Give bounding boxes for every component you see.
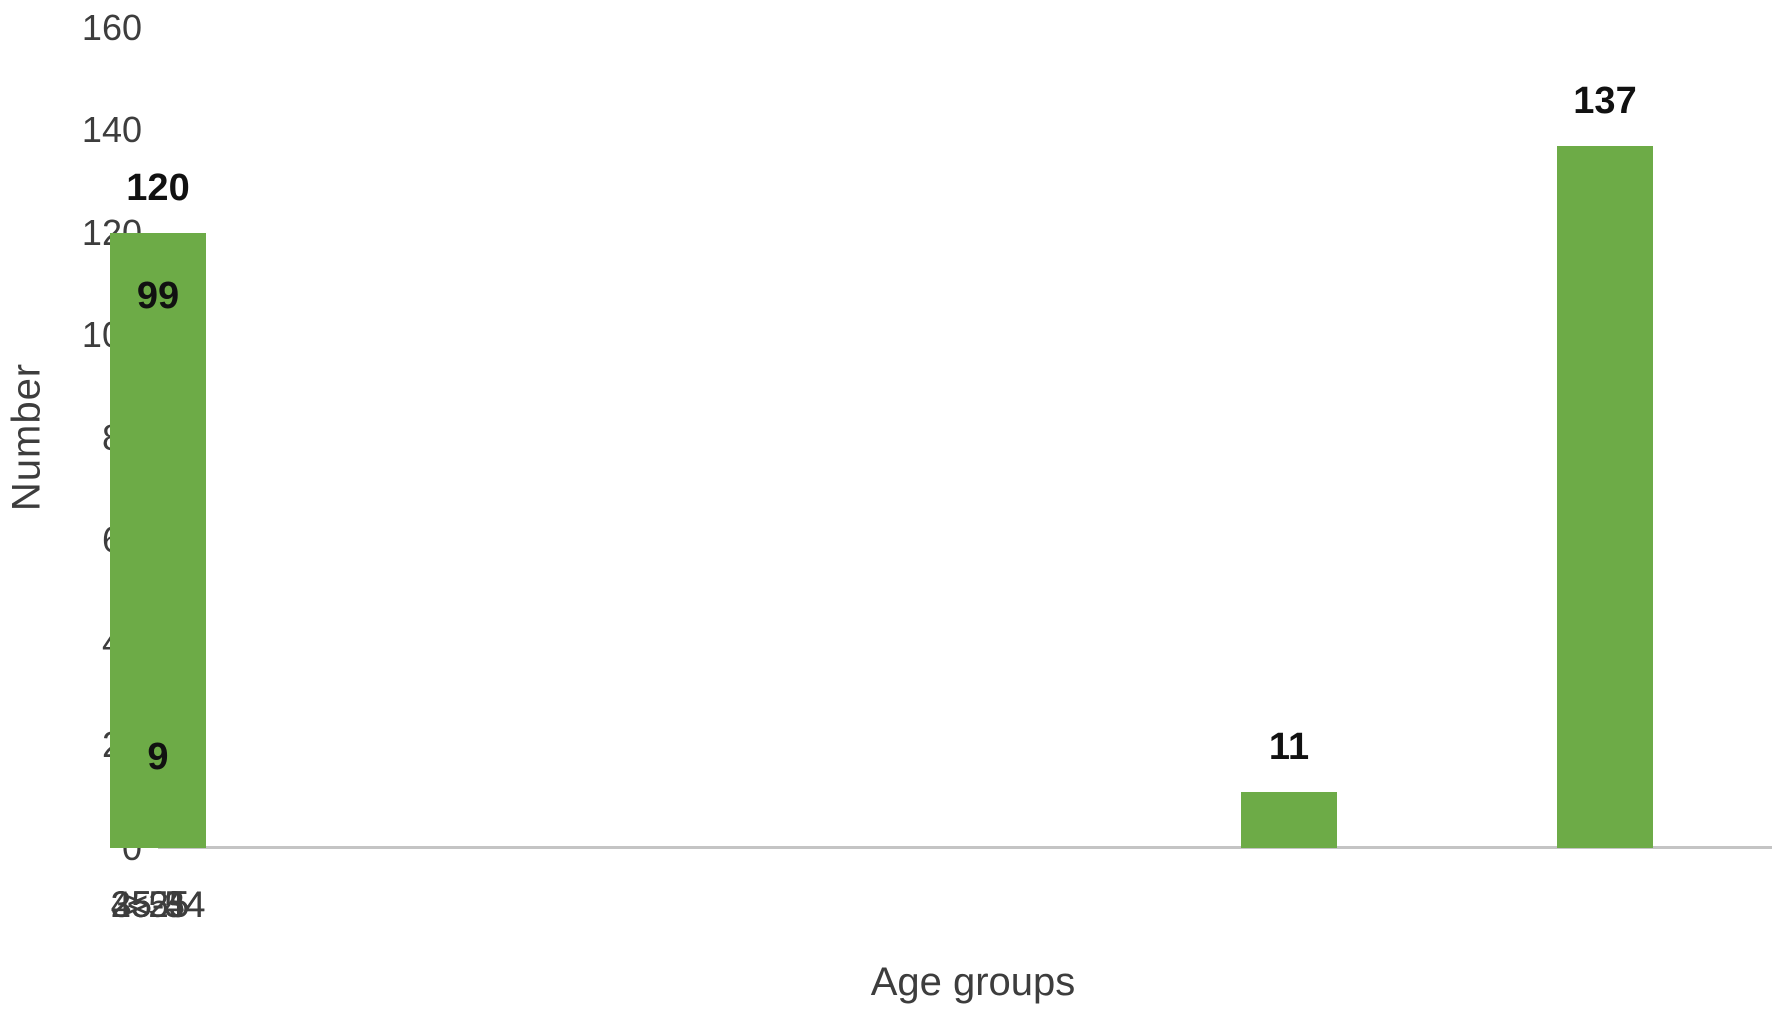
y-tick-label: 140 (81, 109, 142, 150)
bar-value-label: 11 (1268, 726, 1310, 768)
bar-under-25 (1241, 792, 1337, 848)
bar-over-55 (110, 802, 206, 848)
bar-group-under-25: 11 (1131, 728, 1447, 848)
x-tick-label-35-44: 35-44 (110, 884, 206, 925)
bar-group-45-54: 99 (0, 277, 316, 848)
bar-25-34 (1557, 146, 1653, 848)
x-tick-label-45-54: 45-54 (110, 884, 206, 925)
bar-value-label: 99 (136, 275, 180, 317)
x-tick-label-25-34: 25-34 (110, 884, 206, 925)
bar-value-label: 9 (147, 736, 169, 778)
bar-value-label: 120 (126, 167, 190, 209)
bar-value-label: 137 (1573, 80, 1637, 122)
x-tick-label-over-55: >55 (126, 884, 190, 925)
y-tick-label: 160 (81, 7, 142, 48)
x-axis-line (158, 846, 1772, 849)
x-axis-title: Age groups (870, 960, 1076, 1004)
x-tick-label-under-25: <25 (126, 884, 190, 925)
bar-group-25-34: 137 (1447, 82, 1763, 848)
bar-group-over-55: 9 (0, 738, 316, 848)
bar-45-54 (110, 341, 206, 848)
